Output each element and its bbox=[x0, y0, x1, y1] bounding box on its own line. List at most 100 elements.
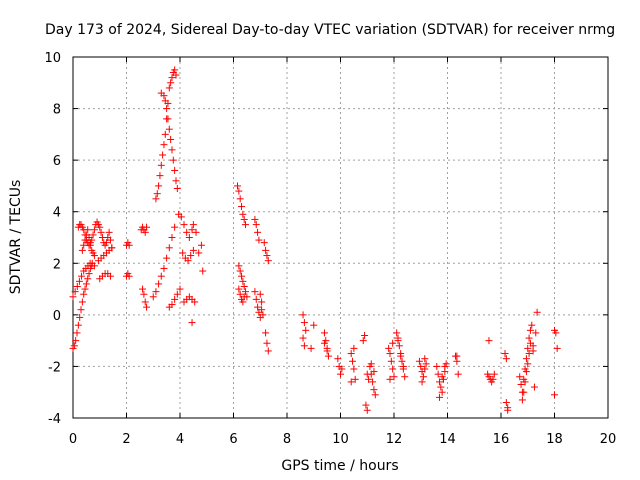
data-point bbox=[386, 375, 394, 383]
data-point bbox=[299, 311, 307, 319]
data-point bbox=[183, 228, 191, 236]
data-point bbox=[520, 388, 528, 396]
data-point bbox=[236, 195, 244, 203]
data-point bbox=[106, 272, 114, 280]
data-point bbox=[172, 71, 180, 79]
data-point bbox=[89, 231, 97, 239]
data-point bbox=[300, 319, 308, 327]
data-point bbox=[385, 344, 393, 352]
data-point bbox=[140, 290, 148, 298]
data-point bbox=[525, 334, 533, 342]
data-point bbox=[441, 362, 449, 370]
data-point bbox=[522, 355, 530, 363]
data-point bbox=[501, 350, 509, 358]
data-point bbox=[73, 282, 81, 290]
data-point bbox=[191, 298, 199, 306]
data-point bbox=[310, 321, 318, 329]
data-point bbox=[239, 210, 247, 218]
data-point bbox=[235, 285, 243, 293]
data-point bbox=[90, 262, 98, 270]
x-tick-label: 2 bbox=[122, 432, 130, 447]
data-point bbox=[363, 406, 371, 414]
x-tick-label: 18 bbox=[546, 432, 563, 447]
data-point bbox=[161, 97, 169, 105]
data-point bbox=[160, 141, 168, 149]
x-tick-label: 12 bbox=[386, 432, 403, 447]
y-tick-label: 4 bbox=[53, 206, 61, 221]
data-point bbox=[82, 280, 90, 288]
y-tick-label: -4 bbox=[48, 412, 61, 427]
data-point bbox=[251, 288, 259, 296]
data-point bbox=[361, 331, 369, 339]
data-point bbox=[387, 357, 395, 365]
data-point bbox=[369, 378, 377, 386]
y-axis-label: SDTVAR / TECUs bbox=[8, 180, 24, 295]
data-point bbox=[184, 257, 192, 265]
data-point bbox=[165, 244, 173, 252]
data-point bbox=[415, 357, 423, 365]
data-point bbox=[386, 350, 394, 358]
data-point bbox=[102, 239, 110, 247]
data-point bbox=[552, 329, 560, 337]
data-point bbox=[90, 226, 98, 234]
data-point bbox=[85, 270, 93, 278]
data-point bbox=[85, 234, 93, 241]
x-tick-label: 6 bbox=[229, 432, 237, 447]
data-point bbox=[256, 313, 264, 321]
data-point bbox=[149, 293, 157, 301]
data-point bbox=[453, 352, 461, 360]
x-axis-label: GPS time / hours bbox=[281, 458, 398, 474]
data-point bbox=[255, 236, 263, 244]
data-point bbox=[529, 342, 537, 350]
data-point bbox=[300, 342, 308, 350]
data-point bbox=[77, 306, 85, 314]
data-point bbox=[70, 342, 78, 350]
data-point bbox=[263, 252, 271, 260]
data-point bbox=[106, 236, 114, 244]
data-point bbox=[171, 66, 179, 74]
data-point bbox=[521, 378, 529, 386]
data-point bbox=[438, 388, 446, 396]
data-point bbox=[179, 249, 187, 257]
data-point bbox=[80, 290, 88, 298]
data-point bbox=[84, 226, 92, 234]
data-point bbox=[395, 342, 403, 350]
data-point bbox=[533, 308, 541, 316]
x-axis-ticks: 0 2 4 6 8 10 12 14 16 18 20 bbox=[69, 57, 616, 447]
y-axis-ticks: -4 -2 0 2 4 6 8 10 bbox=[44, 51, 608, 427]
data-point bbox=[264, 347, 272, 355]
data-point bbox=[157, 272, 165, 280]
data-point bbox=[334, 355, 342, 363]
data-point bbox=[197, 241, 205, 249]
data-point bbox=[81, 285, 89, 293]
data-point bbox=[418, 378, 426, 386]
data-point bbox=[168, 234, 176, 241]
data-point bbox=[254, 228, 262, 236]
data-point bbox=[189, 246, 197, 254]
data-point bbox=[81, 236, 89, 244]
data-point bbox=[362, 401, 370, 409]
data-point bbox=[258, 298, 266, 306]
x-tick-label: 16 bbox=[493, 432, 510, 447]
data-point bbox=[518, 396, 526, 404]
data-point bbox=[434, 370, 442, 378]
data-point bbox=[97, 228, 105, 236]
data-point bbox=[141, 228, 149, 236]
data-point bbox=[260, 239, 268, 247]
data-point bbox=[367, 360, 375, 368]
data-point bbox=[78, 246, 86, 254]
data-point bbox=[240, 215, 248, 223]
data-point bbox=[171, 295, 179, 303]
data-point bbox=[490, 370, 498, 378]
data-point bbox=[421, 355, 429, 363]
data-point bbox=[161, 130, 169, 138]
data-point bbox=[454, 370, 462, 378]
data-point bbox=[185, 234, 193, 241]
x-tick-label: 0 bbox=[69, 432, 77, 447]
data-point bbox=[69, 293, 77, 301]
data-point bbox=[72, 337, 80, 345]
data-point bbox=[165, 84, 173, 92]
chart-title: Day 173 of 2024, Sidereal Day-to-day VTE… bbox=[45, 22, 615, 38]
data-point bbox=[347, 378, 355, 386]
